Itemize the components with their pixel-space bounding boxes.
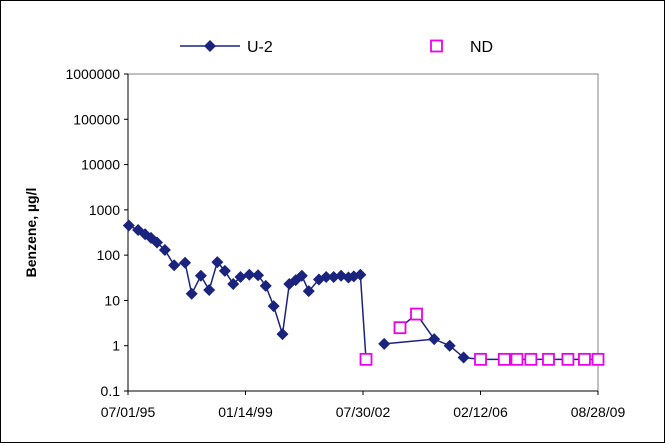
y-tick-label: 10000 (81, 157, 120, 173)
data-point-u2 (302, 285, 315, 298)
data-point-nd (578, 352, 591, 366)
data-point-nd (542, 352, 555, 366)
data-point-u2 (168, 259, 181, 272)
data-point-u2 (218, 264, 231, 277)
data-point-nd (359, 352, 373, 366)
data-point-u2 (234, 270, 247, 283)
data-point-nd (410, 307, 423, 321)
x-tick-label: 07/30/02 (336, 404, 391, 420)
legend-marker-nd (430, 39, 443, 53)
data-point-nd (393, 321, 407, 335)
data-point-u2 (428, 333, 441, 346)
data-point-nd (561, 352, 575, 366)
plot-area (127, 73, 599, 392)
x-tick-label: 08/28/09 (571, 404, 626, 420)
data-point-u2 (203, 283, 216, 296)
y-tick-label: 1000 (89, 202, 120, 218)
legend-marker-u2 (204, 40, 216, 52)
y-tick-label: 1 (112, 338, 120, 354)
data-point-u2 (211, 256, 224, 269)
data-point-u2 (194, 269, 207, 282)
data-point-u2 (185, 287, 198, 300)
data-point-u2 (443, 339, 456, 352)
x-axis: 07/01/95 01/14/99 07/30/02 02/12/06 08/28/09 (101, 390, 626, 420)
x-tick-label: 01/14/99 (218, 404, 273, 420)
y-axis-title: Benzene, µg/l (23, 188, 39, 278)
data-point-u2 (122, 219, 135, 232)
series-line-u2 (359, 274, 367, 360)
series-line-u2 (384, 338, 465, 359)
legend-label-nd: ND (470, 39, 493, 56)
plot-border (127, 73, 599, 392)
data-point-u2 (158, 243, 171, 256)
data-point-u2 (267, 300, 280, 313)
x-tick-label: 07/01/95 (101, 404, 156, 420)
data-point-u2 (320, 270, 333, 283)
legend: U-2 ND (180, 39, 493, 56)
x-tick-label: 02/12/06 (453, 404, 508, 420)
data-point-u2 (354, 268, 367, 281)
data-point-nd (474, 352, 487, 366)
data-point-u2 (243, 268, 256, 281)
legend-label-u2: U-2 (247, 39, 273, 56)
data-point-u2 (295, 269, 308, 282)
series-layer (122, 219, 605, 366)
data-point-u2 (227, 278, 240, 291)
y-axis: 0.1 1 10 100 1000 10000 100000 1000000 (65, 66, 129, 399)
data-point-u2 (150, 236, 163, 249)
data-point-u2 (327, 270, 340, 283)
data-point-u2 (179, 256, 192, 269)
y-tick-label: 10 (104, 292, 120, 308)
data-point-nd (524, 352, 538, 366)
data-point-u2 (259, 279, 272, 292)
data-point-u2 (252, 269, 265, 282)
y-tick-label: 100 (97, 247, 121, 263)
data-point-u2 (457, 351, 470, 364)
y-tick-label: 0.1 (101, 383, 121, 399)
y-tick-label: 1000000 (65, 66, 120, 82)
data-point-u2 (378, 337, 391, 350)
data-point-nd (510, 352, 524, 366)
data-point-u2 (276, 328, 289, 341)
data-point-nd (591, 352, 605, 366)
data-point-nd (497, 352, 511, 366)
y-tick-label: 100000 (73, 111, 120, 127)
